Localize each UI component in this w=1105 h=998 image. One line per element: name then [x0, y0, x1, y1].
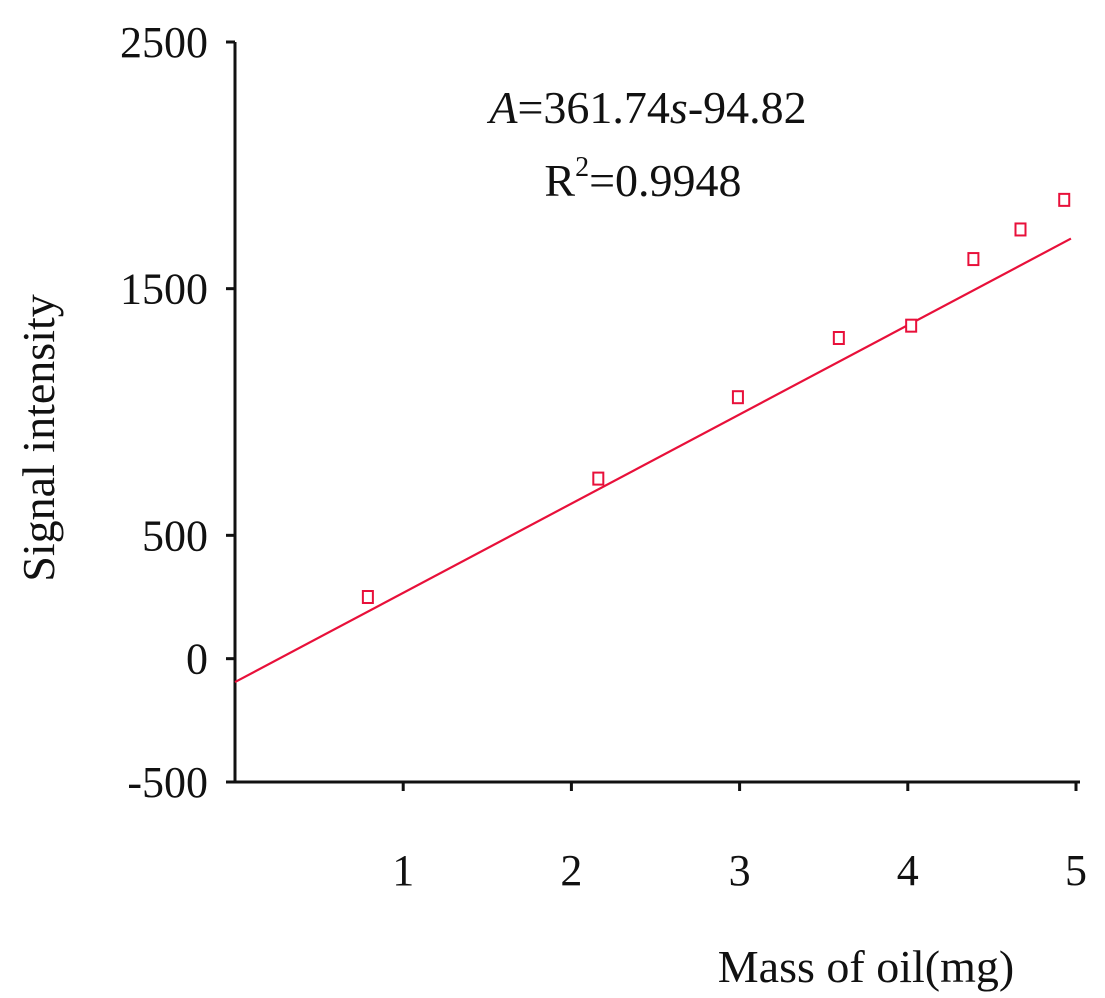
fit-line-group — [234, 237, 1072, 684]
x-tick-label: 2 — [560, 846, 582, 895]
data-point — [1058, 192, 1071, 207]
equation-tail: -94.82 — [688, 82, 807, 133]
x-tick-label: 4 — [897, 846, 919, 895]
data-point — [731, 390, 744, 405]
x-ticks: 1 2 3 4 5 — [392, 782, 1087, 895]
equation-var: A — [486, 82, 518, 133]
data-point — [361, 590, 374, 604]
data-point — [832, 331, 845, 345]
x-tick-label: 3 — [729, 846, 751, 895]
r-squared-annotation: R2=0.9948 — [544, 152, 741, 206]
y-tick-label: 2500 — [120, 18, 208, 67]
equation-var2: s — [670, 82, 688, 133]
y-ticks: -500 0 500 1500 2500 — [120, 18, 235, 807]
y-tick-label: 0 — [186, 635, 208, 684]
equation-mid: =361.74 — [517, 82, 669, 133]
points-group — [361, 192, 1071, 604]
x-axis-title: Mass of oil(mg) — [718, 941, 1014, 992]
y-tick-label: 1500 — [120, 265, 208, 314]
data-point — [592, 471, 605, 486]
data-point — [905, 318, 918, 333]
y-tick-label: -500 — [127, 758, 208, 807]
y-tick-label: 500 — [142, 511, 208, 560]
r2-sup: 2 — [575, 152, 589, 183]
r2-label: R — [544, 155, 575, 206]
r2-value: =0.9948 — [589, 155, 741, 206]
data-point — [1014, 222, 1027, 237]
y-axis-title: Signal intensity — [13, 294, 64, 582]
fit-line — [234, 237, 1072, 684]
data-point — [967, 252, 980, 267]
x-tick-label: 1 — [392, 846, 414, 895]
x-tick-label: 5 — [1065, 846, 1087, 895]
equation-annotation: A=361.74s-94.82 — [486, 82, 806, 133]
